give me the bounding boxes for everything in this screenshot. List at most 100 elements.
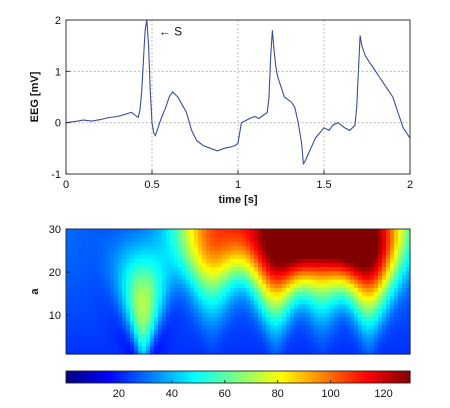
heatmap-cell	[134, 266, 139, 272]
heatmap-cell	[334, 287, 339, 293]
heatmap-cell	[166, 337, 171, 343]
heatmap-cell	[74, 237, 79, 243]
heatmap-cell	[374, 312, 379, 318]
heatmap-cell	[374, 262, 379, 268]
heatmap-cell	[382, 320, 387, 326]
heatmap-cell	[126, 312, 131, 318]
heatmap-cell	[354, 258, 359, 263]
heatmap-cell	[78, 229, 83, 234]
heatmap-cell	[138, 291, 143, 297]
heatmap-cell	[378, 229, 383, 234]
heatmap-cell	[402, 341, 407, 347]
heatmap-cell	[74, 291, 79, 297]
heatmap-cell	[198, 304, 203, 309]
heatmap-cell	[238, 270, 243, 276]
heatmap-cell	[302, 291, 307, 297]
heatmap-cell	[358, 237, 363, 243]
heatmap-cell	[210, 308, 215, 313]
heatmap-cell	[130, 304, 135, 309]
heatmap-cell	[374, 324, 379, 330]
heatmap-cell	[250, 291, 255, 297]
heatmap-cell	[326, 279, 331, 284]
heatmap-cell	[182, 337, 187, 343]
heatmap-cell	[158, 291, 163, 297]
heatmap-cell	[354, 245, 359, 251]
heatmap-cell	[278, 258, 283, 263]
heatmap-cell	[142, 237, 147, 243]
heatmap-cell	[370, 270, 375, 276]
heatmap-cell	[278, 312, 283, 318]
heatmap-cell	[214, 258, 219, 263]
colorbar-swatch	[134, 371, 139, 383]
heatmap-cell	[318, 333, 323, 338]
heatmap-cell	[322, 241, 327, 247]
heatmap-cell	[118, 266, 123, 272]
heatmap-cell	[266, 279, 271, 284]
heatmap-cell	[154, 304, 159, 309]
heatmap-cell	[98, 341, 103, 347]
heatmap-cell	[190, 333, 195, 338]
heatmap-cell	[206, 316, 211, 322]
heatmap-cell	[366, 299, 371, 305]
heatmap-cell	[362, 258, 367, 263]
heatmap-cell	[334, 233, 339, 238]
heatmap-cell	[82, 233, 87, 238]
colorbar-swatch	[234, 371, 239, 383]
heatmap-cell	[114, 312, 119, 318]
heatmap-cell	[158, 237, 163, 243]
heatmap-cell	[354, 312, 359, 318]
heatmap-cell	[138, 287, 143, 293]
heatmap-cell	[346, 299, 351, 305]
heatmap-cell	[366, 333, 371, 338]
colorbar-swatch	[310, 371, 315, 383]
heatmap-cell	[390, 337, 395, 343]
colorbar-frame	[65, 370, 411, 384]
heatmap-cell	[262, 279, 267, 284]
heatmap-cell	[178, 329, 183, 334]
heatmap-cell	[406, 345, 411, 351]
heatmap-cell	[298, 295, 303, 301]
heatmap-cell	[178, 345, 183, 351]
heatmap-cell	[194, 320, 199, 326]
heatmap-cell	[178, 341, 183, 347]
heatmap-cell	[406, 333, 411, 338]
heatmap-cell	[370, 241, 375, 247]
heatmap-cell	[394, 270, 399, 276]
heatmap-cell	[234, 237, 239, 243]
heatmap-cell	[218, 266, 223, 272]
heatmap-cell	[314, 229, 319, 234]
heatmap-cell	[218, 279, 223, 284]
heatmap-cell	[126, 283, 131, 288]
heatmap-cell	[314, 312, 319, 318]
heatmap-cell	[270, 233, 275, 238]
heatmap-cell	[274, 320, 279, 326]
heatmap-cell	[402, 333, 407, 338]
heatmap-cell	[266, 295, 271, 301]
heatmap-cell	[198, 274, 203, 280]
heatmap-cell	[194, 295, 199, 301]
heatmap-cell	[354, 229, 359, 234]
heatmap-cell	[98, 233, 103, 238]
heatmap-cell	[186, 316, 191, 322]
heatmap-cell	[286, 258, 291, 263]
heatmap-cell	[350, 241, 355, 247]
heatmap-cell	[394, 329, 399, 334]
heatmap-cell	[270, 320, 275, 326]
heatmap-cell	[358, 304, 363, 309]
heatmap-cell	[86, 337, 91, 343]
heatmap-cell	[174, 308, 179, 313]
heatmap-cell	[386, 249, 391, 255]
heatmap-cell	[382, 266, 387, 272]
heatmap-cell	[78, 291, 83, 297]
heatmap-cell	[106, 329, 111, 334]
heatmap-cell	[202, 287, 207, 293]
heatmap-cell	[146, 229, 151, 234]
heatmap-cell	[118, 258, 123, 263]
heatmap-cell	[378, 233, 383, 238]
heatmap-cell	[90, 262, 95, 268]
heatmap-cell	[354, 345, 359, 351]
heatmap-cell	[186, 279, 191, 284]
heatmap-cell	[194, 229, 199, 234]
heatmap-cell	[222, 245, 227, 251]
heatmap-cell	[94, 258, 99, 263]
